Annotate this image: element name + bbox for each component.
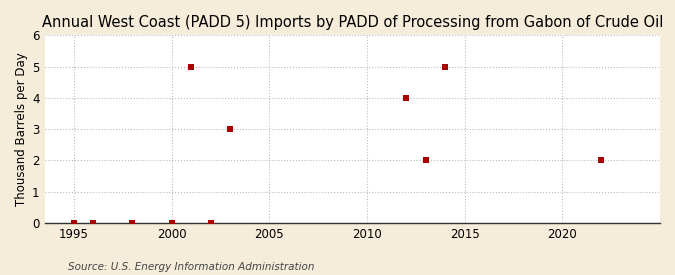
Point bbox=[88, 221, 99, 225]
Point bbox=[225, 127, 236, 131]
Point bbox=[186, 64, 196, 69]
Point bbox=[596, 158, 607, 163]
Point bbox=[68, 221, 79, 225]
Point bbox=[127, 221, 138, 225]
Title: Annual West Coast (PADD 5) Imports by PADD of Processing from Gabon of Crude Oil: Annual West Coast (PADD 5) Imports by PA… bbox=[42, 15, 663, 30]
Point bbox=[439, 64, 450, 69]
Y-axis label: Thousand Barrels per Day: Thousand Barrels per Day bbox=[15, 52, 28, 206]
Text: Source: U.S. Energy Information Administration: Source: U.S. Energy Information Administ… bbox=[68, 262, 314, 272]
Point bbox=[166, 221, 177, 225]
Point bbox=[400, 96, 411, 100]
Point bbox=[205, 221, 216, 225]
Point bbox=[420, 158, 431, 163]
